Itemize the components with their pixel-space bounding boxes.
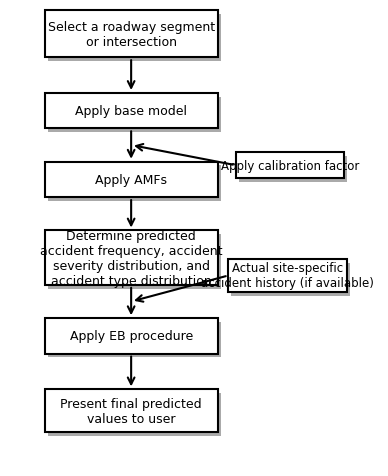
- FancyBboxPatch shape: [45, 318, 218, 354]
- FancyBboxPatch shape: [236, 153, 344, 179]
- FancyBboxPatch shape: [47, 98, 220, 133]
- Text: Determine predicted
accident frequency, accident
severity distribution, and
acci: Determine predicted accident frequency, …: [40, 229, 222, 287]
- Text: Apply AMFs: Apply AMFs: [95, 174, 167, 187]
- FancyBboxPatch shape: [239, 157, 347, 183]
- Text: Apply EB procedure: Apply EB procedure: [69, 330, 193, 343]
- FancyBboxPatch shape: [47, 393, 220, 436]
- Text: Actual site-specific
accident history (if available): Actual site-specific accident history (i…: [201, 262, 374, 290]
- Text: Select a roadway segment
or intersection: Select a roadway segment or intersection: [48, 20, 215, 49]
- FancyBboxPatch shape: [47, 322, 220, 358]
- FancyBboxPatch shape: [47, 15, 220, 62]
- FancyBboxPatch shape: [45, 231, 218, 285]
- FancyBboxPatch shape: [45, 11, 218, 58]
- FancyBboxPatch shape: [45, 389, 218, 432]
- FancyBboxPatch shape: [229, 259, 347, 292]
- Text: Apply base model: Apply base model: [75, 105, 187, 118]
- FancyBboxPatch shape: [47, 235, 220, 289]
- Text: Apply calibration factor: Apply calibration factor: [220, 159, 359, 172]
- FancyBboxPatch shape: [45, 162, 218, 198]
- FancyBboxPatch shape: [45, 94, 218, 129]
- FancyBboxPatch shape: [47, 166, 220, 201]
- Text: Present final predicted
values to user: Present final predicted values to user: [60, 397, 202, 425]
- FancyBboxPatch shape: [231, 263, 350, 296]
